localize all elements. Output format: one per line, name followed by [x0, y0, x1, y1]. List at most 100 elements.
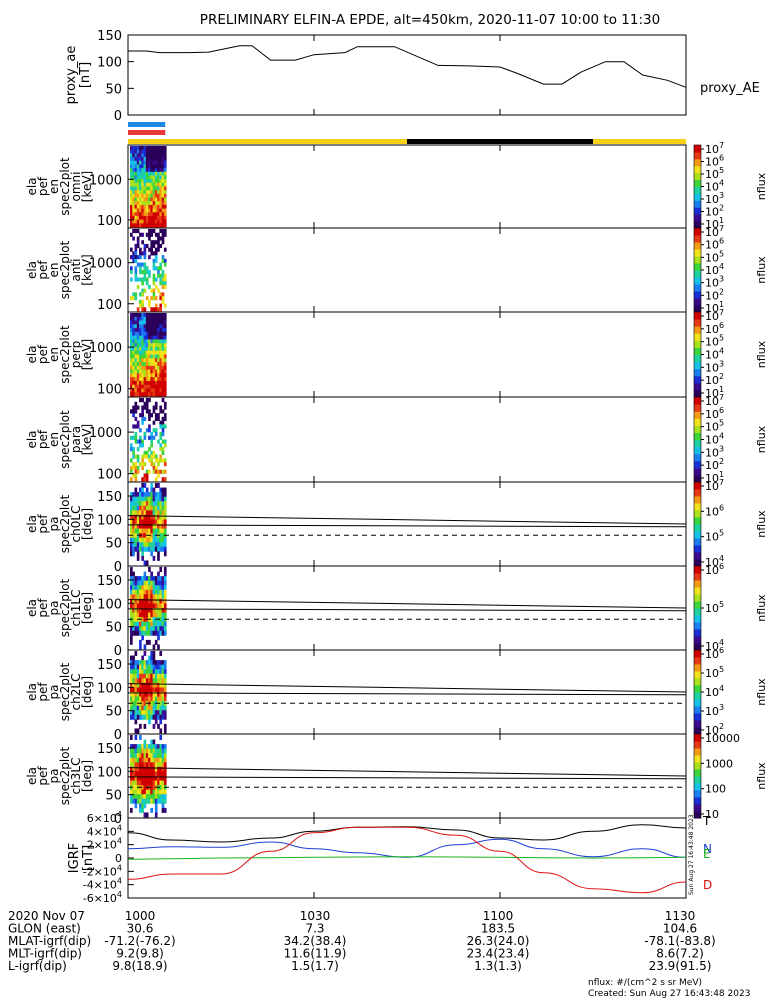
spectrogram-cell [139, 492, 142, 498]
ytick-label: 100 [97, 597, 122, 612]
spectrogram-cell [148, 219, 151, 224]
spectrogram-cell [154, 807, 158, 813]
spectrogram-cell [132, 454, 135, 459]
spectrogram-cell [161, 776, 165, 781]
colorbar-tick-label: 107 [705, 224, 724, 239]
spectrogram-cell [139, 197, 142, 202]
spectrogram-cell [148, 776, 151, 781]
spectrogram-cell [150, 232, 154, 237]
spectrogram-cell [139, 262, 142, 267]
spectrogram-cell [148, 714, 151, 720]
spectrogram-cell [141, 343, 144, 348]
spectrogram-cell [132, 335, 135, 340]
spectrogram-cell [163, 182, 167, 187]
spectrogram-cell [141, 208, 144, 213]
spectrogram-cell [134, 660, 138, 666]
colorbar-tick-label: 104 [705, 684, 724, 699]
spectrogram-cell [139, 780, 142, 786]
spectrogram-cell [161, 362, 165, 367]
spectrogram-cell [154, 212, 158, 217]
spectrogram-cell [132, 362, 135, 367]
spectrogram-cell [136, 492, 140, 498]
spectrogram-cell [154, 798, 158, 804]
spectrogram-cell [143, 798, 147, 804]
spectrogram-cell [159, 262, 163, 267]
colorbar-frame [693, 733, 702, 819]
spectrogram-cell [134, 669, 138, 675]
spectrogram-cell [139, 247, 142, 252]
spectrogram-cell [130, 546, 133, 552]
spectrogram-cell [163, 594, 167, 600]
spectrogram-cell [163, 612, 167, 618]
spectrogram-cell [136, 762, 140, 768]
spectrogram-cell [136, 514, 140, 520]
spectrogram-cell [157, 171, 160, 176]
spectrogram-cell [134, 270, 138, 275]
spectrogram-cell [150, 753, 154, 759]
spectrogram-cell [132, 331, 135, 337]
spectrogram-cell [161, 149, 165, 154]
spectrogram-cell [139, 232, 142, 237]
spectrogram-cell [134, 193, 138, 198]
spectrogram-cell [161, 335, 165, 340]
spectrogram-cell [152, 753, 156, 759]
spectrogram-cell [139, 392, 142, 397]
spectrogram-cell [141, 496, 144, 502]
spectrogram-cell [148, 373, 151, 378]
spectrogram-cell [136, 346, 140, 352]
spectrogram-cell [157, 705, 160, 711]
spectrogram-cell [150, 705, 154, 711]
spectrogram-cell [148, 362, 151, 367]
spectrogram-cell [161, 168, 165, 173]
ytick-label: 100 [97, 765, 122, 780]
spectrogram-cell [139, 157, 142, 162]
spectrogram-cell [152, 723, 156, 729]
spectrogram-cell [130, 157, 133, 162]
spectrogram-cell [159, 576, 163, 582]
spectrogram-cell [150, 339, 154, 344]
spectrogram-cell [139, 373, 142, 378]
spectrogram-cell [145, 660, 149, 666]
spectrogram-cell [145, 160, 149, 165]
spectrogram-cell [143, 537, 147, 543]
spectrogram-cell [159, 458, 163, 463]
spectrogram-cell [132, 496, 135, 502]
spectrogram-cell [143, 328, 147, 333]
spectrogram-cell [136, 673, 140, 679]
spectrogram-cell [157, 354, 160, 359]
spectrogram-cell [134, 519, 138, 525]
spectrogram-cell [161, 514, 165, 520]
spectrogram-cell [130, 369, 133, 374]
spectrogram-cell [139, 576, 142, 582]
spectrogram-cell [139, 443, 142, 448]
spectrogram-cell [161, 533, 165, 539]
spectrogram-cell [141, 692, 144, 697]
spectrogram-cell [163, 157, 167, 162]
igrf-ytick-label: 0 [115, 852, 122, 865]
spectrogram-cell [159, 443, 163, 448]
spectrogram-cell [152, 454, 156, 459]
spectrogram-cell [161, 477, 165, 482]
spectrogram-cell [154, 477, 158, 482]
spectrogram-cell [134, 603, 138, 609]
colorbar-tick-label: 102 [705, 372, 724, 387]
spectrogram-cell [141, 798, 144, 804]
spectrogram-cell [130, 744, 133, 750]
spectrogram-cell [159, 603, 163, 609]
spectrogram-cell [157, 492, 160, 498]
spectrogram-cell [145, 748, 149, 754]
spectrogram-cell [132, 705, 135, 711]
spectrogram-cell [152, 243, 156, 249]
spectrogram-cell [148, 358, 151, 363]
spectrogram-cell [141, 215, 144, 221]
spectrogram-cell [145, 362, 149, 367]
spectrogram-cell [130, 168, 133, 173]
spectrogram-cell [154, 255, 158, 260]
spectrogram-cell [161, 273, 165, 278]
spectrogram-cell [139, 439, 142, 444]
spectrogram-cell [132, 450, 135, 455]
spectrogram-cell [145, 204, 149, 209]
units-note: nflux: #/(cm^2 s sr MeV) [588, 978, 702, 988]
